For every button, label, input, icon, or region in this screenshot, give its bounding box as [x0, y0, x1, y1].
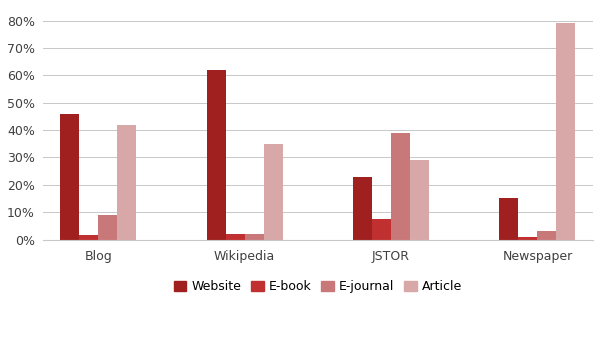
Bar [499, 198, 518, 239]
Bar [98, 215, 117, 239]
Bar [353, 177, 372, 239]
Bar [79, 236, 98, 239]
Bar [263, 144, 283, 239]
Bar [226, 234, 245, 239]
Legend: Website, E-book, E-journal, Article: Website, E-book, E-journal, Article [169, 276, 467, 298]
Bar [372, 219, 391, 239]
Bar [245, 234, 263, 239]
Bar [206, 70, 226, 239]
Bar [518, 237, 538, 239]
Bar [538, 231, 556, 239]
Bar [117, 125, 136, 239]
Bar [410, 160, 429, 239]
Bar [391, 133, 410, 239]
Bar [556, 24, 575, 239]
Bar [60, 114, 79, 239]
